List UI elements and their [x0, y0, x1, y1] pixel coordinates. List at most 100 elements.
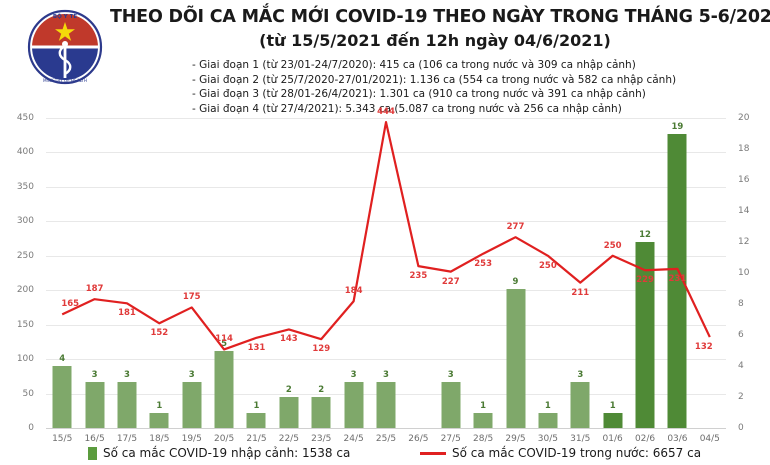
- phase-item: - Giai đoạn 4 (từ 27/4/2021): 5.343 ca (…: [192, 102, 622, 115]
- chart-legend: Số ca mắc COVID-19 nhập cảnh: 1538 ca Số…: [0, 443, 770, 465]
- bar-group: 9: [499, 118, 531, 428]
- bar-value-label: 3: [123, 369, 130, 380]
- bar-value-label: 1: [544, 400, 551, 411]
- bar: [52, 366, 72, 428]
- y-axis-left-tick: 100: [16, 354, 34, 365]
- y-axis-left-tick: 250: [16, 250, 34, 261]
- gridline: [46, 186, 726, 188]
- bar: [279, 397, 299, 428]
- legend-item-imported: Số ca mắc COVID-19 nhập cảnh: 1538 ca: [88, 443, 350, 463]
- y-axis-right-tick: 18: [738, 144, 750, 154]
- domestic-cases-line: [61, 121, 711, 351]
- gridline: [46, 118, 726, 119]
- phase-summary-list: - Giai đoạn 1 (từ 23/01-24/7/2020): 415 …: [150, 58, 750, 116]
- x-axis-tick-label: 02/6: [634, 434, 656, 444]
- x-axis-tick-label: 27/5: [440, 434, 461, 444]
- bar: [311, 397, 331, 428]
- gridlines: [46, 118, 726, 429]
- bar-value-label: 1: [609, 400, 616, 411]
- bar-value-label: 1: [480, 400, 487, 411]
- y-axis-left-tick: 50: [22, 388, 34, 399]
- page-title: THEO DÕI CA MẮC MỚI COVID-19 THEO NGÀY T…: [110, 7, 770, 27]
- bar: [85, 381, 105, 428]
- x-axis-tick-label: 17/5: [116, 434, 138, 444]
- bar-value-label: 5: [221, 338, 228, 349]
- x-axis-tick-label: 26/5: [408, 434, 429, 444]
- y-axis-right-tick: 8: [738, 299, 744, 309]
- bar: [182, 381, 202, 428]
- x-axis-tick-label: 19/5: [181, 434, 202, 444]
- bar-value-label: 9: [512, 276, 519, 287]
- x-axis-tick-label: 22/5: [278, 434, 299, 444]
- bar-value-label: 12: [639, 230, 651, 240]
- x-axis: 15/5 16/5 17/5 18/5 19/5 20/5 21/5 22/5 23/5 24/5…: [46, 430, 726, 452]
- bar: [667, 133, 687, 428]
- bar-group: 1: [596, 118, 628, 428]
- bar-value-label: 4: [59, 354, 66, 364]
- legend-domestic-label: Số ca mắc COVID-19 trong nước: 6657 ca: [452, 446, 702, 460]
- gridline: [46, 359, 726, 361]
- bar-group: 2: [305, 118, 337, 428]
- bar-group: 1: [240, 118, 272, 428]
- y-axis-left-tick: 200: [16, 285, 34, 296]
- bar-group: 12: [629, 118, 661, 428]
- x-axis-tick-label: 20/5: [213, 434, 235, 444]
- page-subtitle: (từ 15/5/2021 đến 12h ngày 04/6/2021): [259, 31, 611, 50]
- chart-header: BỘ Y TẾ MINISTRY OF HEALTH THEO DÕI CA M…: [0, 0, 770, 118]
- phase-item: - Giai đoạn 2 (từ 25/7/2020-27/01/2021):…: [192, 73, 677, 86]
- svg-text:MINISTRY OF HEALTH: MINISTRY OF HEALTH: [43, 78, 87, 83]
- y-axis-left: 0 50 100 150 200 250 300 350 400 450: [0, 113, 42, 433]
- phase-item: - Giai đoạn 3 (từ 28/01-26/4/2021): 1.30…: [192, 88, 646, 100]
- x-axis-tick-label: 23/5: [311, 434, 332, 444]
- y-axis-right: 0 2 4 6 8 10 12 14 16 18 20: [726, 113, 770, 433]
- bar-group: 1: [532, 118, 564, 428]
- bar-value-label: 3: [350, 369, 357, 380]
- y-axis-right-tick: 6: [738, 330, 744, 340]
- bar-group: 3: [78, 118, 110, 428]
- bar-value-label: 19: [671, 121, 684, 132]
- x-axis-tick-label: 29/5: [505, 434, 526, 444]
- gridline: [46, 290, 726, 292]
- bar: [473, 412, 493, 428]
- y-axis-right-tick: 2: [738, 392, 744, 402]
- bar-value-label: 1: [253, 400, 260, 411]
- y-axis-right-tick: 4: [738, 361, 744, 371]
- y-axis-right-tick: 12: [738, 237, 750, 247]
- x-axis-tick-label: 16/5: [84, 434, 105, 444]
- chart-plot-area: 0 50 100 150 200 250 300 350 400 450 0 2 4 6 8 10 12 14 1…: [0, 107, 770, 465]
- bar-group: 3: [564, 118, 596, 428]
- bar-value-label: 2: [318, 385, 325, 395]
- bar-group: 2: [273, 118, 305, 428]
- bar-group: 3: [435, 118, 467, 428]
- bar-value-label: 1: [156, 400, 163, 411]
- bar: [117, 381, 137, 428]
- bar-group: 3: [370, 118, 402, 428]
- gridline: [46, 428, 726, 429]
- legend-line-swatch-icon: [420, 451, 446, 455]
- x-axis-tick-label: 15/5: [52, 434, 73, 444]
- title-block: THEO DÕI CA MẮC MỚI COVID-19 THEO NGÀY T…: [110, 6, 770, 52]
- bar: [506, 288, 526, 428]
- y-axis-left-tick: 0: [28, 423, 34, 433]
- x-axis-tick-label: 04/5: [699, 434, 720, 444]
- legend-imported-label: Số ca mắc COVID-19 nhập cảnh: 1538 ca: [103, 446, 351, 460]
- bar: [214, 350, 234, 428]
- ministry-of-health-logo-icon: BỘ Y TẾ MINISTRY OF HEALTH: [22, 6, 108, 92]
- bar-value-label: 3: [577, 369, 584, 380]
- bar: [344, 381, 364, 428]
- x-axis-tick-label: 18/5: [149, 434, 170, 444]
- y-axis-right-tick: 0: [738, 423, 744, 433]
- y-axis-left-tick: 350: [16, 181, 34, 192]
- line-series-domestic: [46, 118, 726, 428]
- y-axis-right-tick: 20: [738, 113, 750, 123]
- bar-group: 1: [467, 118, 499, 428]
- bar-group: 1: [143, 118, 175, 428]
- bar-value-label: 3: [447, 369, 454, 380]
- y-axis-right-tick: 10: [738, 268, 750, 278]
- bar-group: 4: [46, 118, 78, 428]
- gridline: [46, 152, 726, 154]
- x-axis-tick-label: 21/5: [246, 434, 267, 444]
- bar-series-imported: 4 3 3 1 3 5 1 2 2 3 3 3 1 9 1 3 1 12 19: [46, 118, 726, 428]
- bar-group: 3: [176, 118, 208, 428]
